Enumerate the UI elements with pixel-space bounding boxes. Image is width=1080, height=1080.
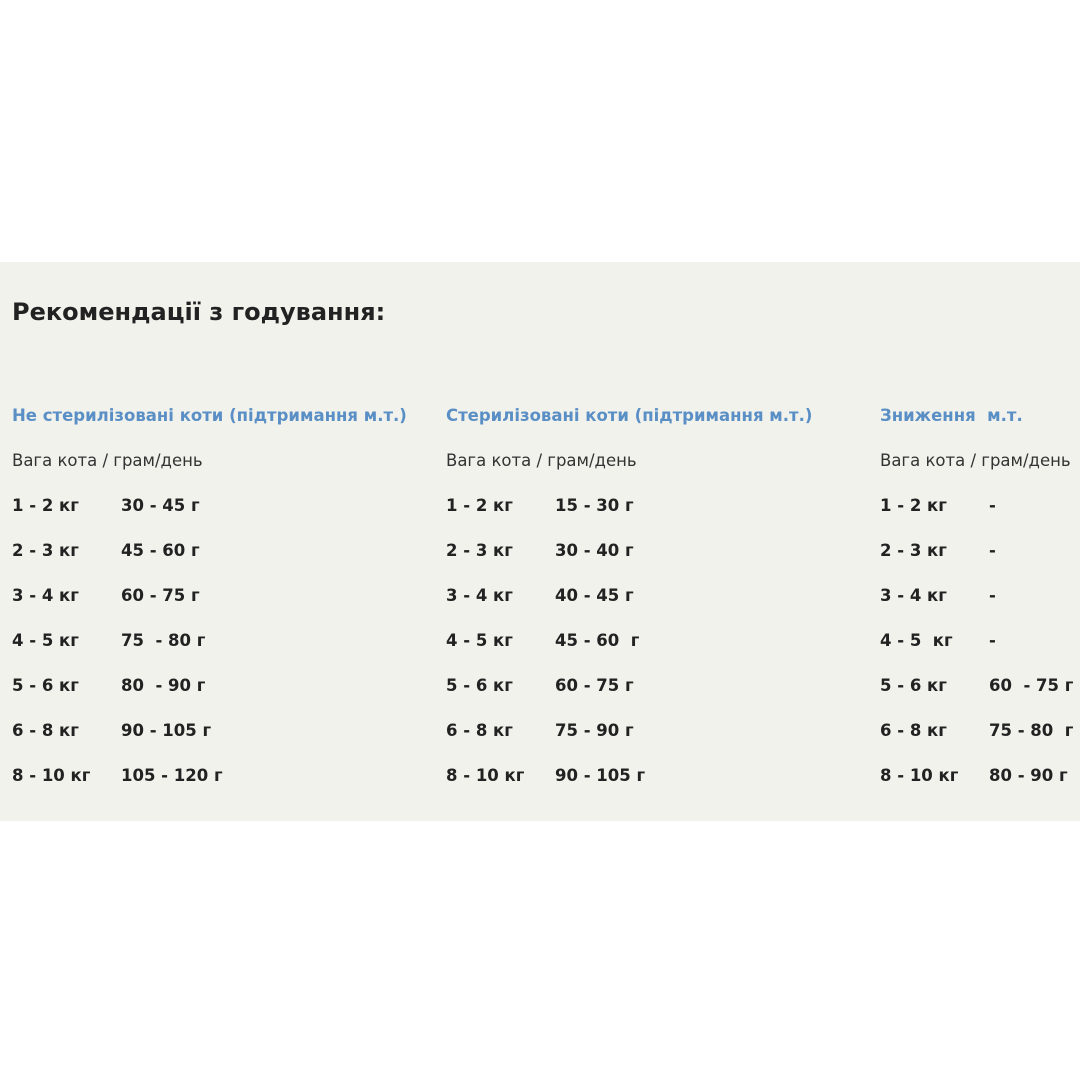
section-subheading: Вага кота / грам/день xyxy=(880,451,1071,470)
section: Стерилізовані коти (підтримання м.т.) Ваг… xyxy=(446,406,812,811)
row: 5 - 6 кг 60 - 75 г xyxy=(880,676,1074,721)
amount: 30 - 45 г xyxy=(121,496,200,515)
row: 3 - 4 кг 60 - 75 г xyxy=(12,586,407,631)
amount: 75 - 80 г xyxy=(121,631,206,650)
weight: 2 - 3 кг xyxy=(446,541,513,560)
amount: 15 - 30 г xyxy=(555,496,634,515)
weight: 6 - 8 кг xyxy=(880,721,947,740)
weight: 2 - 3 кг xyxy=(880,541,947,560)
row: 2 - 3 кг - xyxy=(880,541,1071,586)
weight: 6 - 8 кг xyxy=(446,721,513,740)
weight: 1 - 2 кг xyxy=(880,496,947,515)
amount: - xyxy=(989,496,996,515)
section-subheading: Вага кота / грам/день xyxy=(12,451,203,470)
weight: 1 - 2 кг xyxy=(446,496,513,515)
row: 6 - 8 кг 75 - 90 г xyxy=(446,721,812,766)
weight: 8 - 10 кг xyxy=(12,766,91,785)
weight: 5 - 6 кг xyxy=(12,676,79,695)
amount: 45 - 60 г xyxy=(121,541,200,560)
amount: 90 - 105 г xyxy=(121,721,212,740)
amount: 80 - 90 г xyxy=(121,676,206,695)
weight: 5 - 6 кг xyxy=(880,676,947,695)
weight: 5 - 6 кг xyxy=(446,676,513,695)
row: 8 - 10 кг 80 - 90 г xyxy=(880,766,1071,811)
weight: 6 - 8 кг xyxy=(12,721,79,740)
weight: 3 - 4 кг xyxy=(880,586,947,605)
row: 5 - 6 кг 80 - 90 г xyxy=(12,676,407,721)
section-heading: Зниження м.т. xyxy=(880,406,1023,425)
weight: 3 - 4 кг xyxy=(446,586,513,605)
amount: 105 - 120 г xyxy=(121,766,223,785)
row: 3 - 4 кг 40 - 45 г xyxy=(446,586,812,631)
amount: - xyxy=(989,586,996,605)
row: 2 - 3 кг 30 - 40 г xyxy=(446,541,812,586)
amount: 75 - 90 г xyxy=(555,721,634,740)
amount: 75 - 80 г xyxy=(989,721,1074,740)
amount: 45 - 60 г xyxy=(555,631,640,650)
row: 6 - 8 кг 75 - 80 г xyxy=(880,721,1074,766)
row: 1 - 2 кг 15 - 30 г xyxy=(446,496,812,541)
weight: 4 - 5 кг xyxy=(880,631,953,650)
title: Рекомендації з годування: xyxy=(12,298,386,326)
weight: 4 - 5 кг xyxy=(446,631,513,650)
section-subheading: Вага кота / грам/день xyxy=(446,451,637,470)
row: 2 - 3 кг 45 - 60 г xyxy=(12,541,407,586)
row: 4 - 5 кг - xyxy=(880,631,1071,676)
weight: 3 - 4 кг xyxy=(12,586,79,605)
amount: 60 - 75 г xyxy=(989,676,1074,695)
amount: 90 - 105 г xyxy=(555,766,646,785)
weight: 4 - 5 кг xyxy=(12,631,79,650)
feeding-panel: Рекомендації з годування: Не стерилізова… xyxy=(0,262,1080,821)
row: 4 - 5 кг 75 - 80 г xyxy=(12,631,407,676)
amount: 60 - 75 г xyxy=(555,676,634,695)
amount: 60 - 75 г xyxy=(121,586,200,605)
section-heading: Не стерилізовані коти (підтримання м.т.) xyxy=(12,406,407,425)
weight: 8 - 10 кг xyxy=(446,766,525,785)
amount: - xyxy=(989,631,996,650)
row: 3 - 4 кг - xyxy=(880,586,1071,631)
amount: - xyxy=(989,541,996,560)
section-heading: Стерилізовані коти (підтримання м.т.) xyxy=(446,406,813,425)
row: 5 - 6 кг 60 - 75 г xyxy=(446,676,812,721)
section: Зниження м.т. Вага кота / грам/день 1 - 2 … xyxy=(880,406,1074,811)
weight: 1 - 2 кг xyxy=(12,496,79,515)
amount: 40 - 45 г xyxy=(555,586,634,605)
row: 8 - 10 кг 90 - 105 г xyxy=(446,766,812,811)
row: 4 - 5 кг 45 - 60 г xyxy=(446,631,812,676)
row: 1 - 2 кг - xyxy=(880,496,1071,541)
weight: 2 - 3 кг xyxy=(12,541,79,560)
amount: 30 - 40 г xyxy=(555,541,634,560)
row: 6 - 8 кг 90 - 105 г xyxy=(12,721,407,766)
row: 1 - 2 кг 30 - 45 г xyxy=(12,496,407,541)
amount: 80 - 90 г xyxy=(989,766,1068,785)
row: 8 - 10 кг 105 - 120 г xyxy=(12,766,407,811)
section: Не стерилізовані коти (підтримання м.т.)… xyxy=(12,406,407,811)
weight: 8 - 10 кг xyxy=(880,766,959,785)
